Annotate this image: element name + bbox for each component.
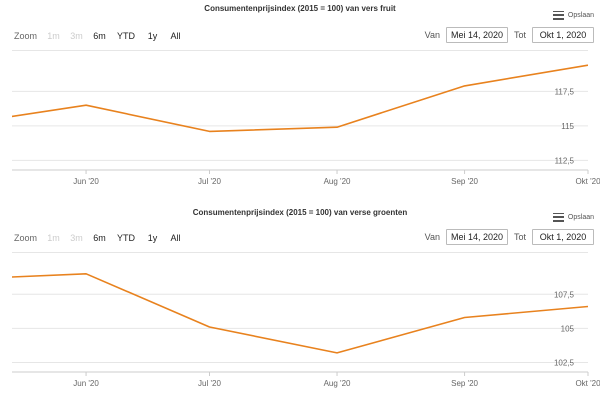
series-line <box>12 273 588 354</box>
range-to-input[interactable] <box>532 229 594 245</box>
zoom-selector: Zoom 1m 3m 6m YTD 1y All <box>14 231 187 245</box>
menu-icon <box>552 10 564 20</box>
x-tick-label: Jul '20 <box>198 177 221 186</box>
range-to-label: Tot <box>513 30 526 40</box>
chart-title: Consumentenprijsindex (2015 = 100) van v… <box>204 4 396 13</box>
x-tick-label: Jul '20 <box>198 379 221 388</box>
zoom-all-button[interactable]: All <box>165 231 187 245</box>
zoom-1y-button[interactable]: 1y <box>142 29 164 43</box>
date-range: Van Tot <box>425 229 594 245</box>
date-range: Van Tot <box>425 27 594 43</box>
range-from-input[interactable] <box>445 27 508 43</box>
range-to-input[interactable] <box>532 27 594 43</box>
y-tick-label: 105 <box>561 324 575 333</box>
x-tick-label: Aug '20 <box>324 177 351 186</box>
chart-plot: 102,5 105 107,5 Jun '20 Jul '20 Aug '20 Sep '2… <box>12 252 600 388</box>
chart-panel-vegetables: Consumentenprijsindex (2015 = 100) van v… <box>0 202 600 402</box>
chart-plot: 112,5 115 117,5 Jun '20 Jul '20 Aug '20 Sep '2… <box>12 50 600 186</box>
zoom-6m-button[interactable]: 6m <box>89 29 111 43</box>
x-tick-label: Sep '20 <box>451 379 478 388</box>
zoom-1m-button[interactable]: 1m <box>43 29 65 43</box>
x-tick-label: Sep '20 <box>451 177 478 186</box>
zoom-selector: Zoom 1m 3m 6m YTD 1y All <box>14 29 187 43</box>
zoom-ytd-button[interactable]: YTD <box>112 231 141 245</box>
series-line <box>12 64 588 133</box>
zoom-label: Zoom <box>14 31 38 41</box>
range-from-label: Van <box>424 232 440 242</box>
y-tick-label: 112,5 <box>555 156 575 165</box>
zoom-3m-button[interactable]: 3m <box>66 231 88 245</box>
zoom-all-button[interactable]: All <box>165 29 187 43</box>
export-label: Opslaan <box>567 11 594 19</box>
export-menu-button[interactable]: Opslaan <box>552 8 594 22</box>
x-tick-label: Jun '20 <box>73 177 99 186</box>
y-tick-label: 102,5 <box>554 358 575 367</box>
zoom-label: Zoom <box>14 233 38 243</box>
zoom-1y-button[interactable]: 1y <box>142 231 164 245</box>
range-from-input[interactable] <box>445 229 508 245</box>
x-tick-label: Jun '20 <box>73 379 99 388</box>
y-tick-label: 115 <box>561 122 574 131</box>
range-to-label: Tot <box>513 232 526 242</box>
zoom-1m-button[interactable]: 1m <box>43 231 65 245</box>
x-tick-label: Okt '20 <box>575 379 600 388</box>
export-label: Opslaan <box>567 213 594 221</box>
export-menu-button[interactable]: Opslaan <box>552 210 594 224</box>
zoom-ytd-button[interactable]: YTD <box>112 29 141 43</box>
x-tick-label: Okt '20 <box>575 177 600 186</box>
y-tick-label: 107,5 <box>554 290 575 299</box>
x-tick-label: Aug '20 <box>324 379 351 388</box>
zoom-3m-button[interactable]: 3m <box>66 29 88 43</box>
range-from-label: Van <box>424 30 440 40</box>
chart-panel-fruit: Consumentenprijsindex (2015 = 100) van v… <box>0 0 600 200</box>
y-tick-label: 117,5 <box>555 87 575 96</box>
zoom-6m-button[interactable]: 6m <box>89 231 111 245</box>
menu-icon <box>552 212 564 222</box>
chart-title: Consumentenprijsindex (2015 = 100) van v… <box>192 208 408 217</box>
